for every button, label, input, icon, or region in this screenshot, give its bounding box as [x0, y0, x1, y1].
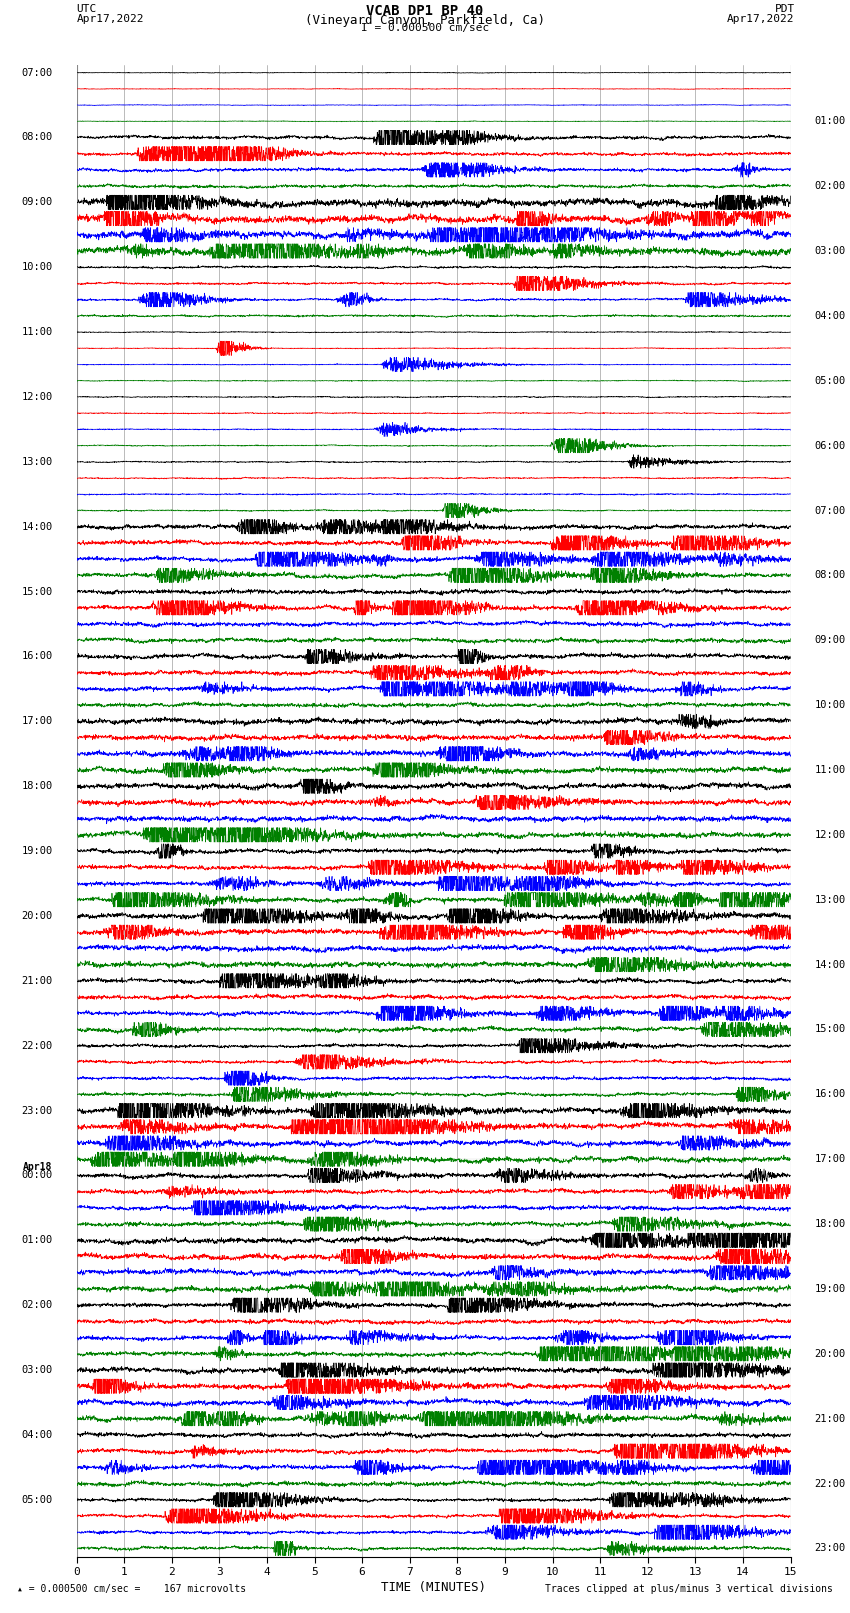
Text: UTC: UTC — [76, 5, 97, 15]
Text: 12:00: 12:00 — [814, 829, 846, 840]
Text: Apr17,2022: Apr17,2022 — [76, 13, 144, 24]
Text: 10:00: 10:00 — [814, 700, 846, 710]
Text: 21:00: 21:00 — [21, 976, 53, 986]
Text: 12:00: 12:00 — [21, 392, 53, 402]
Text: 13:00: 13:00 — [21, 456, 53, 466]
Text: PDT: PDT — [774, 5, 795, 15]
Text: 10:00: 10:00 — [21, 263, 53, 273]
Text: 07:00: 07:00 — [814, 505, 846, 516]
Text: 02:00: 02:00 — [814, 181, 846, 192]
Text: 14:00: 14:00 — [814, 960, 846, 969]
Text: ▴ = 0.000500 cm/sec =    167 microvolts: ▴ = 0.000500 cm/sec = 167 microvolts — [17, 1584, 246, 1594]
Text: 22:00: 22:00 — [21, 1040, 53, 1050]
Text: 16:00: 16:00 — [814, 1089, 846, 1100]
Text: 09:00: 09:00 — [21, 197, 53, 208]
Text: (Vineyard Canyon, Parkfield, Ca): (Vineyard Canyon, Parkfield, Ca) — [305, 13, 545, 27]
Text: 04:00: 04:00 — [814, 311, 846, 321]
Text: 18:00: 18:00 — [814, 1219, 846, 1229]
Text: Traces clipped at plus/minus 3 vertical divisions: Traces clipped at plus/minus 3 vertical … — [545, 1584, 833, 1594]
Text: I = 0.000500 cm/sec: I = 0.000500 cm/sec — [361, 24, 489, 34]
Text: 00:00: 00:00 — [21, 1171, 53, 1181]
Text: 16:00: 16:00 — [21, 652, 53, 661]
Text: 17:00: 17:00 — [21, 716, 53, 726]
Text: 22:00: 22:00 — [814, 1479, 846, 1489]
Text: 15:00: 15:00 — [21, 587, 53, 597]
Text: 23:00: 23:00 — [814, 1544, 846, 1553]
Text: Apr18: Apr18 — [23, 1161, 53, 1171]
Text: 05:00: 05:00 — [814, 376, 846, 386]
Text: 11:00: 11:00 — [814, 765, 846, 774]
Text: 14:00: 14:00 — [21, 521, 53, 532]
Text: VCAB DP1 BP 40: VCAB DP1 BP 40 — [366, 5, 484, 18]
Text: 08:00: 08:00 — [814, 571, 846, 581]
Text: 03:00: 03:00 — [814, 247, 846, 256]
Text: 13:00: 13:00 — [814, 895, 846, 905]
Text: 18:00: 18:00 — [21, 781, 53, 792]
Text: 23:00: 23:00 — [21, 1105, 53, 1116]
Text: 02:00: 02:00 — [21, 1300, 53, 1310]
Text: 19:00: 19:00 — [21, 847, 53, 857]
Text: 20:00: 20:00 — [814, 1348, 846, 1358]
Text: 20:00: 20:00 — [21, 911, 53, 921]
Text: Apr17,2022: Apr17,2022 — [728, 13, 795, 24]
Text: 08:00: 08:00 — [21, 132, 53, 142]
Text: 11:00: 11:00 — [21, 327, 53, 337]
Text: 01:00: 01:00 — [814, 116, 846, 126]
Text: 09:00: 09:00 — [814, 636, 846, 645]
Text: 01:00: 01:00 — [21, 1236, 53, 1245]
Text: 15:00: 15:00 — [814, 1024, 846, 1034]
Text: 21:00: 21:00 — [814, 1413, 846, 1424]
Text: 05:00: 05:00 — [21, 1495, 53, 1505]
X-axis label: TIME (MINUTES): TIME (MINUTES) — [381, 1581, 486, 1594]
Text: 04:00: 04:00 — [21, 1429, 53, 1440]
Text: 07:00: 07:00 — [21, 68, 53, 77]
Text: 17:00: 17:00 — [814, 1155, 846, 1165]
Text: 19:00: 19:00 — [814, 1284, 846, 1294]
Text: 03:00: 03:00 — [21, 1365, 53, 1374]
Text: 06:00: 06:00 — [814, 440, 846, 450]
